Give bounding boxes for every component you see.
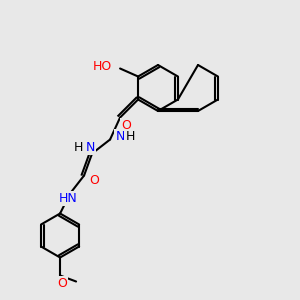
Text: HO: HO: [93, 60, 112, 73]
Text: O: O: [121, 119, 131, 132]
Text: H: H: [125, 130, 135, 143]
Text: O: O: [89, 174, 99, 187]
Text: HN: HN: [59, 192, 77, 205]
Text: O: O: [57, 277, 67, 290]
Text: H: H: [74, 141, 83, 154]
Text: N: N: [85, 141, 95, 154]
Text: N: N: [116, 130, 125, 143]
